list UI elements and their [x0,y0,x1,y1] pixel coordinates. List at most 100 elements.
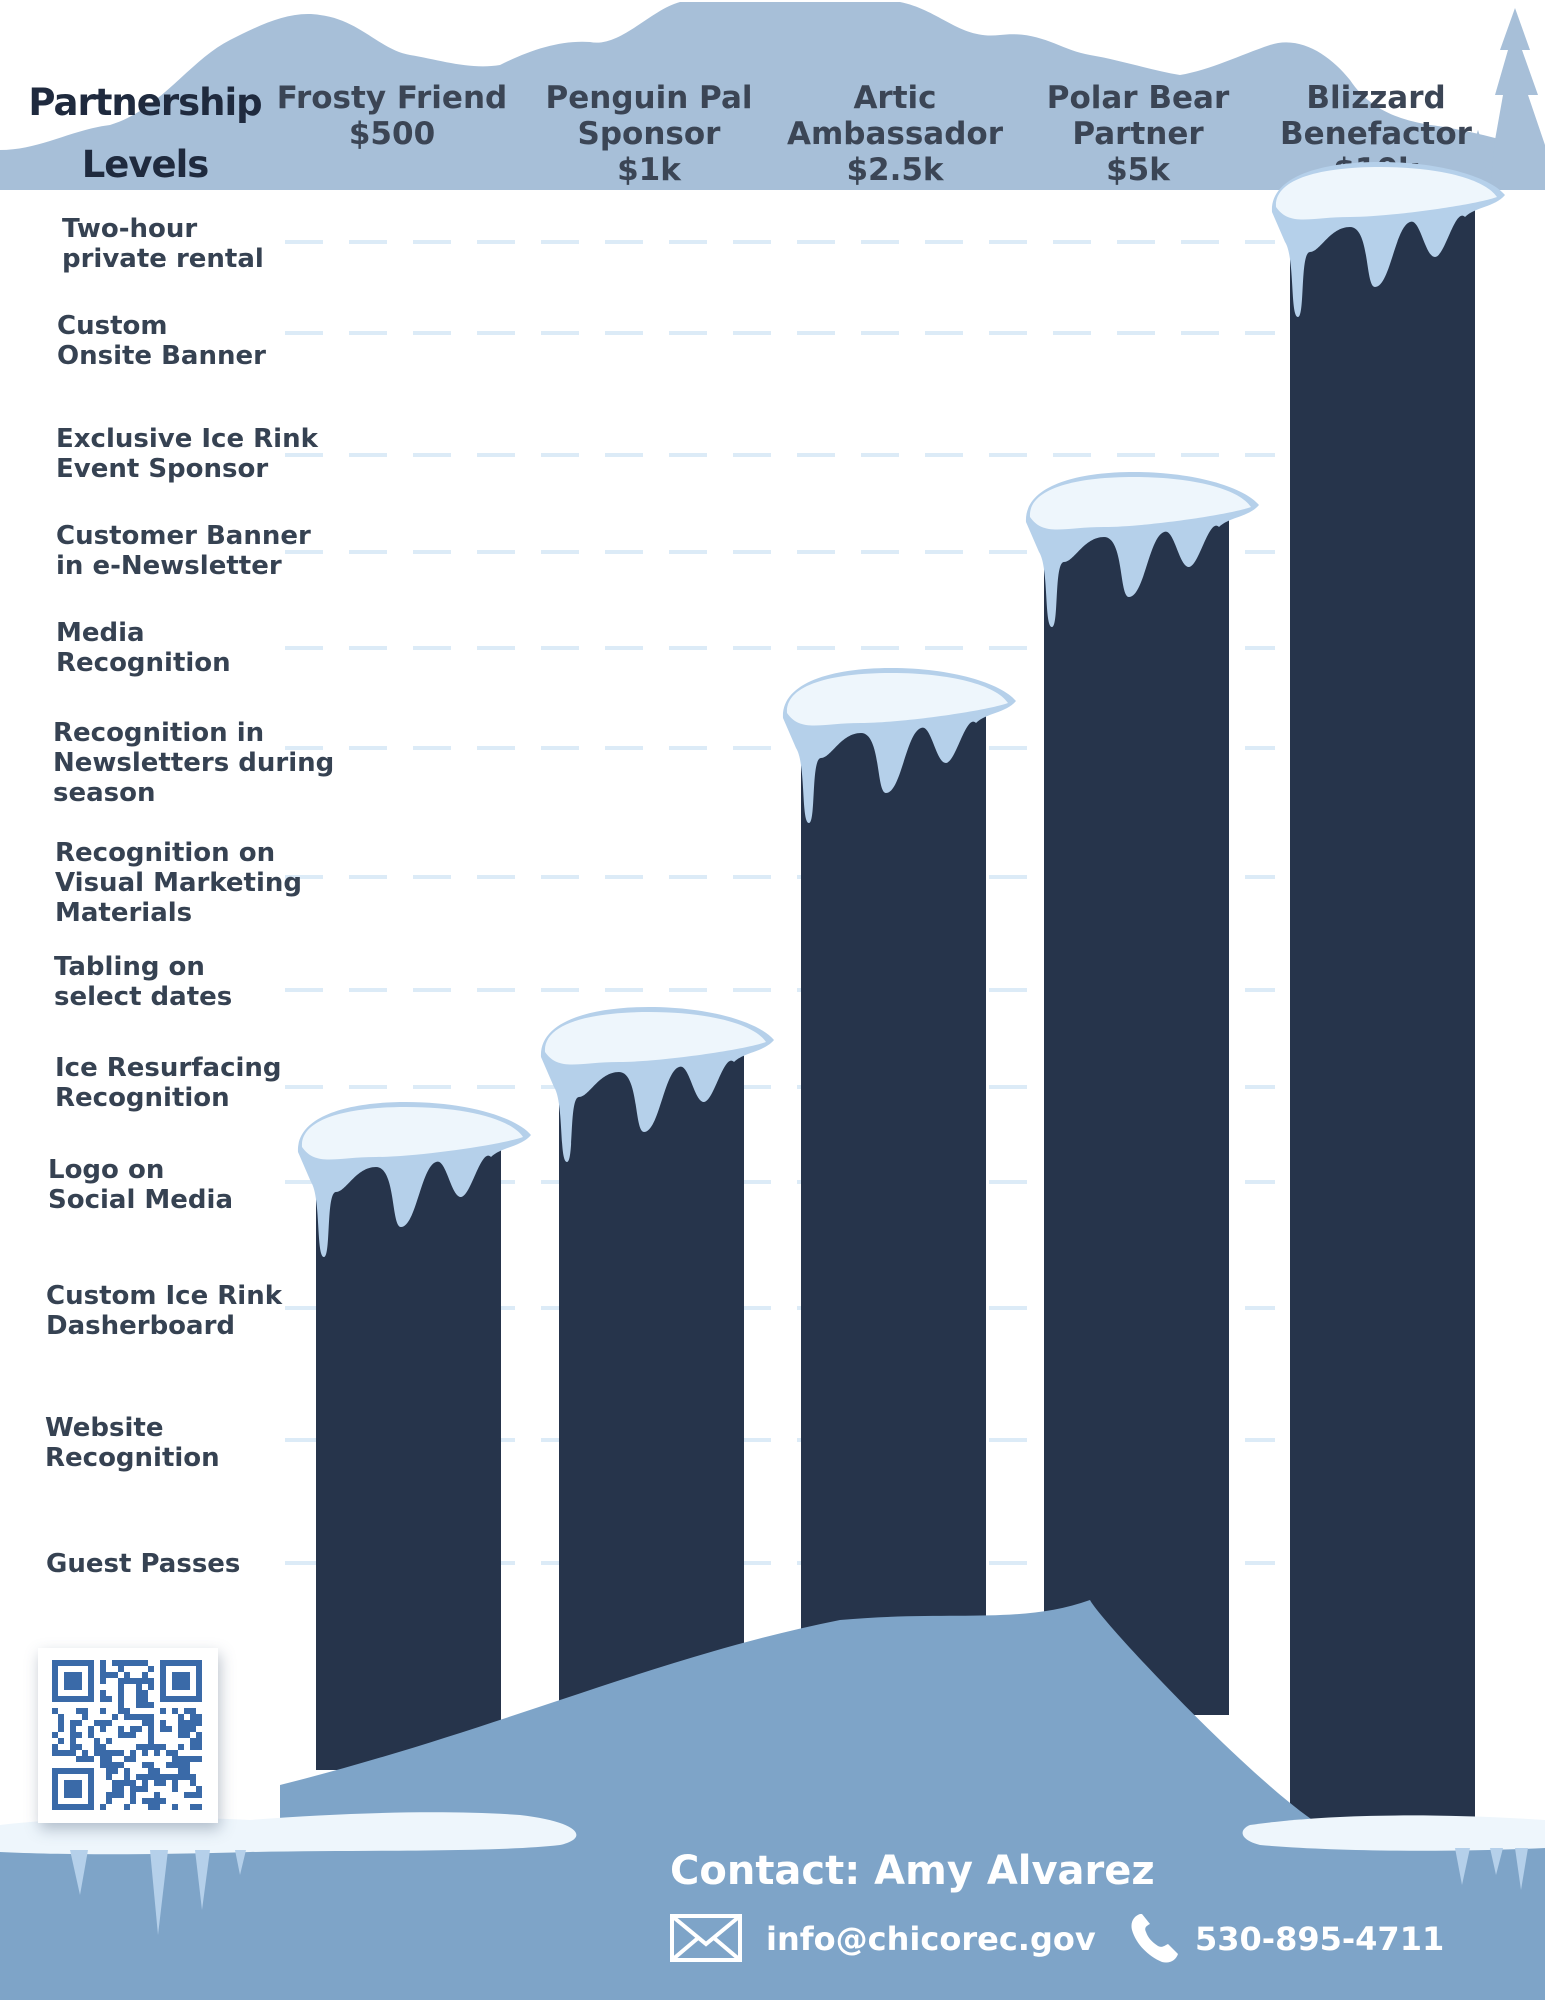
qr-module [82,1714,88,1720]
qr-module [70,1738,76,1744]
qr-module [130,1756,136,1762]
qr-module [142,1714,148,1720]
qr-module [112,1672,118,1678]
qr-module [112,1768,118,1774]
qr-module [88,1732,94,1738]
qr-module [178,1720,184,1726]
qr-module [178,1762,184,1768]
benefit-item: Customer Banner in e-Newsletter [56,521,311,581]
qr-module [148,1744,154,1750]
qr-module [100,1750,106,1756]
qr-module [106,1792,112,1798]
qr-module [100,1678,106,1684]
qr-module [136,1684,142,1690]
qr-code[interactable] [38,1648,218,1823]
qr-module [196,1738,202,1744]
qr-module [190,1804,196,1810]
level-header-artic-ambassador: Artic Ambassador $2.5k [786,80,1003,188]
qr-module [118,1792,124,1798]
qr-module [142,1774,148,1780]
qr-module [148,1720,154,1726]
qr-module [118,1678,124,1684]
tier-bars [297,162,1505,1820]
qr-module [142,1672,148,1678]
qr-module [100,1672,106,1678]
qr-module [178,1714,184,1720]
qr-module [178,1756,184,1762]
benefit-item: Tabling on select dates [54,952,233,1012]
qr-module [118,1780,124,1786]
qr-module [172,1780,178,1786]
contact-email[interactable]: info@chicorec.gov [766,1920,1096,1958]
qr-module [166,1750,172,1756]
qr-module [148,1702,154,1708]
qr-module [88,1726,94,1732]
qr-module [106,1750,112,1756]
qr-module [112,1660,118,1666]
qr-module [148,1726,154,1732]
qr-module [112,1714,118,1720]
qr-module [136,1660,142,1666]
qr-module [76,1720,82,1726]
qr-module [94,1720,100,1726]
qr-module [130,1726,136,1732]
qr-module [190,1738,196,1744]
qr-module [124,1768,130,1774]
snow-cap-highlight [1029,477,1251,530]
qr-module [184,1774,190,1780]
qr-module [184,1720,190,1726]
qr-module [100,1756,106,1762]
benefit-item: Guest Passes [46,1549,241,1579]
qr-module [196,1744,202,1750]
qr-module [190,1714,196,1720]
qr-module [82,1708,88,1714]
qr-module [184,1768,190,1774]
qr-module [76,1756,82,1762]
qr-module [142,1780,148,1786]
benefit-item: Recognition in Newsletters during season [53,718,335,808]
qr-module [112,1750,118,1756]
qr-module [154,1780,160,1786]
qr-module [148,1804,154,1810]
benefit-item: Website Recognition [45,1413,220,1473]
qr-module [112,1792,118,1798]
qr-module [118,1666,124,1672]
qr-module [154,1798,160,1804]
qr-module [112,1780,118,1786]
qr-module [160,1720,166,1726]
qr-module [142,1786,148,1792]
qr-finder [64,1672,82,1690]
qr-module [118,1726,124,1732]
qr-module [82,1756,88,1762]
qr-module [148,1738,154,1744]
qr-module [100,1762,106,1768]
qr-module [160,1798,166,1804]
qr-module [148,1768,154,1774]
qr-module [94,1744,100,1750]
qr-module [118,1786,124,1792]
qr-module [58,1738,64,1744]
qr-module [172,1762,178,1768]
qr-module [196,1732,202,1738]
qr-module [148,1798,154,1804]
tier-bar [1044,507,1229,1715]
qr-module [172,1804,178,1810]
qr-module [100,1696,106,1702]
qr-module [124,1672,130,1678]
qr-module [196,1786,202,1792]
qr-module [76,1708,82,1714]
qr-module [124,1756,130,1762]
qr-module [106,1798,112,1804]
qr-module [70,1750,76,1756]
qr-module [148,1732,154,1738]
qr-module [160,1774,166,1780]
qr-module [106,1696,112,1702]
qr-module [118,1708,124,1714]
qr-module [142,1720,148,1726]
qr-module [172,1756,178,1762]
qr-module [124,1714,130,1720]
contact-phone[interactable]: 530-895-4711 [1195,1920,1445,1958]
qr-module [106,1762,112,1768]
